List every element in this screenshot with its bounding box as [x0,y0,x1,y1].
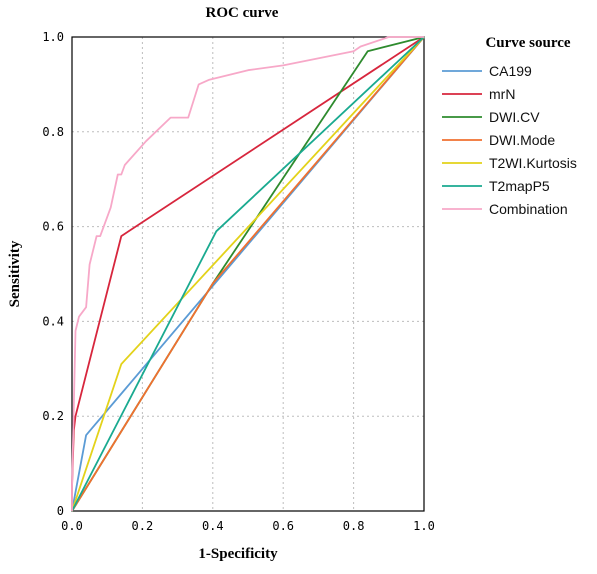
grid [72,37,424,511]
y-tick-label: 1.0 [42,30,64,44]
legend-items: CA199 mrN DWI.CV DWI.Mode T2WI.Kurtosis T2map… [442,63,577,217]
series-line-t2wi-kurtosis [71,36,425,512]
y-tick-label: 0.6 [42,220,64,234]
x-tick-label: 1.0 [413,519,435,533]
x-tick-label: 0.0 [61,519,83,533]
legend-label: CA199 [489,63,532,79]
legend-label: DWI.Mode [489,132,555,148]
x-tick-labels: 0.0 0.2 0.4 0.6 0.8 1.0 [61,519,435,533]
x-tick-label: 0.2 [132,519,154,533]
y-tick-labels: 0 0.2 0.4 0.6 0.8 1.0 [42,30,64,518]
legend-label: mrN [489,86,515,102]
y-tick-label: 0.4 [42,314,64,328]
series-line-dwi-cv [71,36,425,512]
x-axis-label: 1-Specificity [198,546,278,562]
series-line-ca199 [71,36,425,512]
x-tick-label: 0.6 [272,519,294,533]
series-line-combination [71,36,424,511]
x-tick-label: 0.8 [343,519,365,533]
y-axis-label: Sensitivity [7,240,23,307]
legend-title: Curve source [485,35,570,51]
chart-title: ROC curve [206,5,279,21]
legend: Curve source CA199 mrN DWI.CV DWI.Mode T2WI.… [442,35,577,217]
series-line-t2mapp5 [71,36,425,512]
x-tick-label: 0.4 [202,519,224,533]
series-lines [71,36,425,512]
legend-label: T2WI.Kurtosis [489,155,577,171]
plot-frame [71,36,425,512]
y-tick-label: 0.8 [42,125,64,139]
y-tick-label: 0.2 [42,409,64,423]
y-tick-label: 0 [57,504,64,518]
series-line-dwi-mode [71,36,425,512]
legend-label: Combination [489,201,568,217]
legend-label: T2mapP5 [489,178,550,194]
series-line-mrn [71,36,425,511]
legend-label: DWI.CV [489,109,540,125]
